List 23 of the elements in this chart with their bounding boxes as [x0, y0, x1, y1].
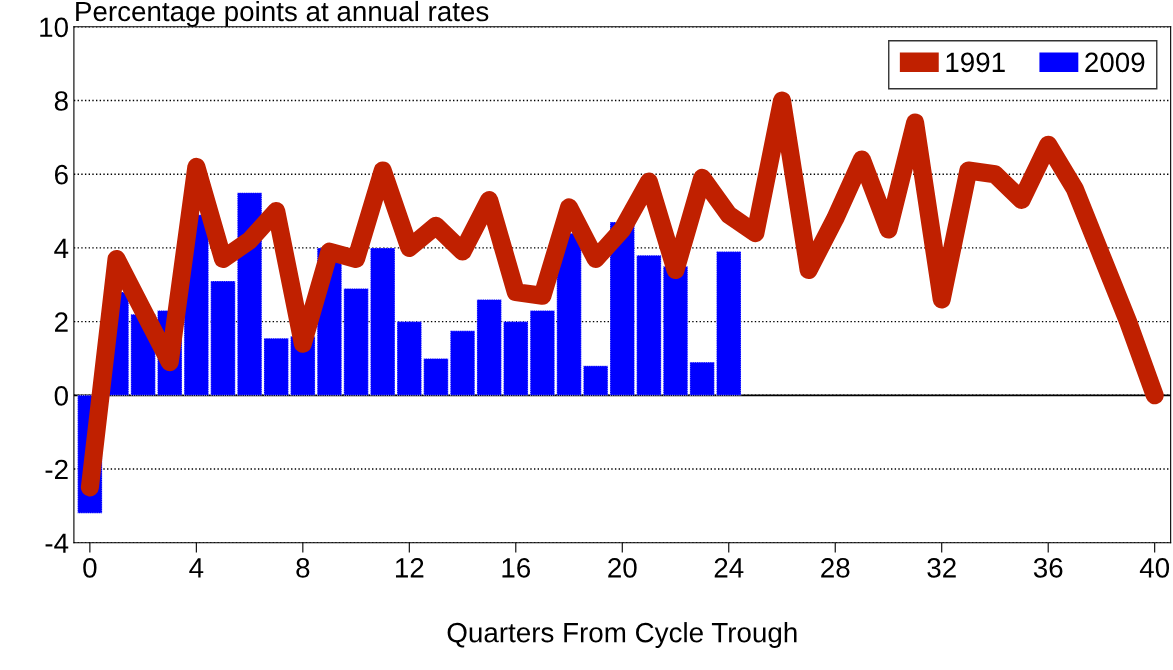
y-tick-label: 10 [40, 17, 68, 38]
x-tick-label: 8 [296, 558, 310, 578]
y-tick-label: 4 [54, 238, 69, 258]
y-tick-label: 0 [54, 385, 68, 406]
x-tick-label: 0 [83, 558, 97, 578]
x-tick-label: 28 [821, 558, 850, 578]
y-tick-label: 8 [54, 91, 68, 111]
x-tick-label: 4 [189, 558, 204, 578]
x-tick-label: 12 [395, 558, 424, 578]
y-tick-label: 6 [55, 164, 68, 185]
x-tick-label: 16 [502, 558, 531, 578]
x-tick-label: 40 [1139, 558, 1170, 578]
legend-label: 1991 [946, 52, 1005, 73]
y-tick-label: 2 [54, 312, 68, 332]
x-axis-title: Quarters From Cycle Trough [447, 622, 797, 648]
y-tick-label: -4 [45, 533, 69, 553]
x-tick-label: 36 [1033, 558, 1063, 578]
chart-title: Percentage points at annual rates [76, 0, 489, 27]
y-tick-label: -2 [45, 459, 68, 480]
legend-label: 2009 [1085, 52, 1145, 73]
x-tick-label: 24 [714, 558, 744, 578]
x-tick-label: 20 [608, 558, 637, 578]
x-tick-label: 32 [927, 558, 956, 578]
